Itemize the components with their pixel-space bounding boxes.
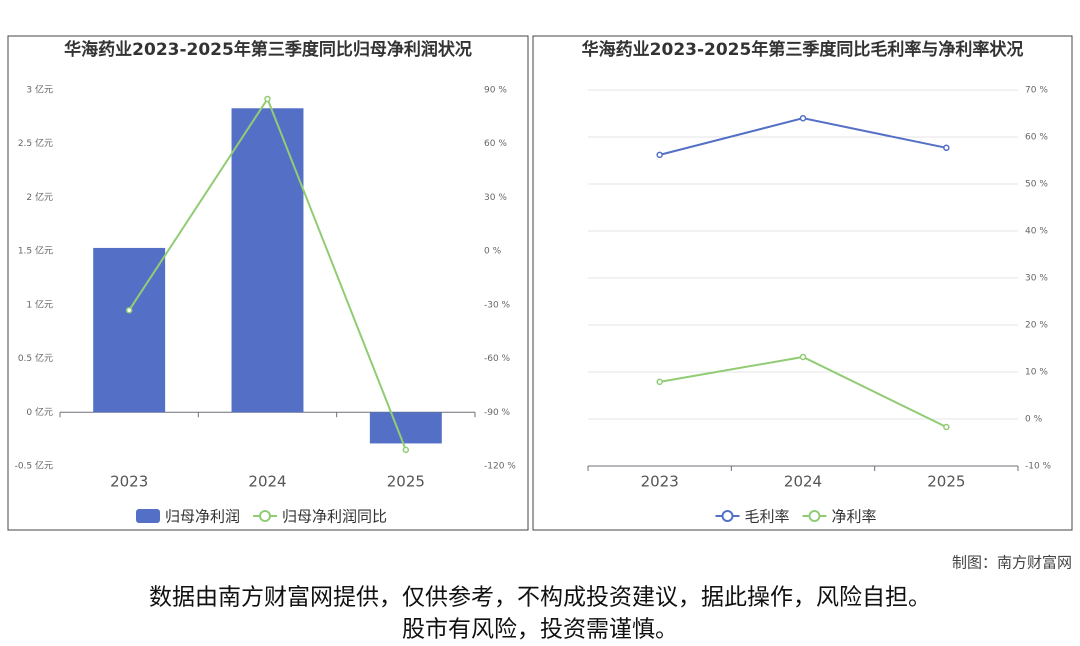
point [656, 378, 663, 386]
y2-tick-label: -120 % [484, 462, 516, 472]
y-tick-label: 0 亿元 [26, 406, 53, 418]
y2-tick-label: 60 % [484, 139, 507, 149]
point [125, 306, 133, 314]
point [264, 95, 271, 103]
x-tick-label: 2023 [110, 473, 148, 491]
y-tick-label: 50 % [1025, 180, 1048, 190]
y2-tick-label: -60 % [484, 354, 511, 364]
credit: 制图：南方财富网 [952, 554, 1072, 572]
y-tick-label: 0 % [1025, 415, 1043, 425]
disclaimer: 股市有风险，投资需谨慎。 [402, 617, 678, 643]
panel-frame [532, 35, 1073, 531]
y-tick-label: 2 亿元 [26, 191, 53, 203]
y-tick-label: 1 亿元 [26, 298, 53, 310]
point [799, 353, 807, 361]
point [943, 423, 950, 431]
y-tick-label: 10 % [1025, 368, 1048, 378]
y-tick-label: 1.5 亿元 [18, 245, 53, 257]
bar [369, 412, 442, 444]
point [656, 151, 663, 159]
panel-frame [7, 35, 529, 531]
chart-title: 华海药业2023-2025年第三季度同比归母净利润状况 [64, 39, 472, 60]
y-tick-label: 3 亿元 [26, 84, 53, 96]
x-tick-label: 2025 [927, 473, 965, 491]
legend-swatch [808, 510, 821, 522]
legend-label: 毛利率 [745, 508, 790, 526]
legend-label: 归母净利润同比 [282, 508, 387, 526]
disclaimer: 数据由南方财富网提供，仅供参考，不构成投资建议，据此操作，风险自担。 [149, 585, 931, 611]
legend-label: 归母净利润 [165, 508, 240, 526]
legend-swatch [136, 509, 160, 523]
y2-tick-label: -90 % [484, 408, 511, 418]
point [943, 144, 950, 152]
y-tick-label: 30 % [1025, 274, 1048, 284]
point [799, 114, 807, 122]
legend-swatch [259, 510, 271, 522]
y-tick-label: -0.5 亿元 [15, 460, 53, 472]
y-tick-label: 70 % [1025, 86, 1048, 96]
y2-tick-label: -30 % [484, 300, 511, 310]
bar [231, 108, 304, 413]
y2-tick-label: 90 % [484, 86, 507, 96]
y-tick-label: 2.5 亿元 [18, 137, 53, 149]
legend-label: 净利率 [832, 508, 877, 526]
y-tick-label: 60 % [1025, 133, 1048, 143]
point [402, 446, 410, 454]
y-tick-label: 0.5 亿元 [18, 352, 53, 364]
y2-tick-label: 30 % [484, 193, 507, 203]
y-tick-label: 20 % [1025, 321, 1048, 331]
chart-title: 华海药业2023-2025年第三季度同比毛利率与净利率状况 [582, 39, 1024, 60]
x-tick-label: 2024 [784, 473, 822, 491]
x-tick-label: 2025 [387, 473, 425, 491]
y-tick-label: -10 % [1025, 462, 1052, 472]
y-tick-label: 40 % [1025, 227, 1048, 237]
legend-swatch [721, 510, 734, 522]
x-tick-label: 2024 [248, 473, 286, 491]
y2-tick-label: 0 % [484, 247, 502, 257]
x-tick-label: 2023 [641, 473, 679, 491]
line [659, 355, 947, 428]
